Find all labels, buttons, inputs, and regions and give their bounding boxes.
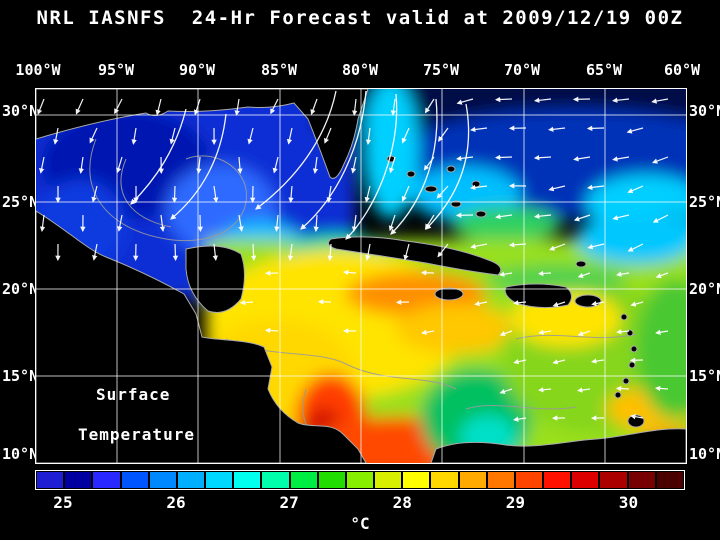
colorbar-segment xyxy=(93,472,120,488)
lat-label: 10°N xyxy=(2,445,39,463)
colorbar-ticks: 25 26 27 28 29 30 xyxy=(35,493,685,512)
colorbar-segments xyxy=(37,472,683,488)
wind-vector-arrows xyxy=(37,96,669,422)
lat-label: 15°N xyxy=(2,367,39,385)
colorbar-segment xyxy=(431,472,458,488)
surface-label-line2: Temperature xyxy=(78,425,195,444)
lat-label: 20°N xyxy=(689,280,720,298)
colorbar-segment xyxy=(628,472,655,488)
colorbar-segment xyxy=(290,472,317,488)
colorbar-segment xyxy=(459,472,486,488)
colorbar-segment xyxy=(37,472,64,488)
yucatan-land xyxy=(185,245,245,313)
cuba-land xyxy=(327,236,502,276)
colorbar-segment xyxy=(177,472,205,488)
lat-label: 20°N xyxy=(2,280,39,298)
lon-label: 95°W xyxy=(97,61,135,79)
lon-label: 75°W xyxy=(422,61,460,79)
lon-label: 60°W xyxy=(663,61,701,79)
south-america-land xyxy=(430,428,686,463)
colorbar-segment xyxy=(544,472,571,488)
lat-label: 25°N xyxy=(2,193,39,211)
colorbar-segment xyxy=(572,472,599,488)
colorbar-tick: 29 xyxy=(505,493,525,512)
colorbar-segment xyxy=(375,472,402,488)
lat-label: 10°N xyxy=(689,445,720,463)
colorbar-segment xyxy=(600,472,627,488)
lat-label: 15°N xyxy=(689,367,720,385)
lon-label: 70°W xyxy=(503,61,541,79)
colorbar-segment xyxy=(346,472,374,488)
colorbar-segment xyxy=(262,472,289,488)
jamaica-land xyxy=(434,287,464,301)
hispaniola-land xyxy=(504,283,572,309)
lon-label: 100°W xyxy=(15,61,61,79)
colorbar-tick: 25 xyxy=(53,493,73,512)
lat-label: 30°N xyxy=(2,102,39,120)
longitude-axis: 100°W 95°W 90°W 85°W 80°W 75°W 70°W 65°W… xyxy=(0,61,720,79)
colorbar xyxy=(35,470,685,490)
bahamas-islands xyxy=(386,155,587,268)
surface-label-line1: Surface xyxy=(96,385,171,404)
sst-map-plot: Surface Temperature xyxy=(35,88,687,464)
lon-label: 85°W xyxy=(260,61,298,79)
colorbar-segment xyxy=(515,472,543,488)
lat-label: 25°N xyxy=(689,193,720,211)
colorbar-segment xyxy=(149,472,176,488)
colorbar-segment xyxy=(206,472,233,488)
sst-map-svg xyxy=(36,89,686,463)
colorbar-tick: 30 xyxy=(618,493,639,512)
colorbar-tick: 28 xyxy=(392,493,412,512)
lon-label: 65°W xyxy=(585,61,623,79)
colorbar-segment xyxy=(65,472,92,488)
lon-label: 90°W xyxy=(178,61,216,79)
puerto-rico-land xyxy=(574,294,602,308)
central-america-land xyxy=(36,210,367,463)
lat-label: 30°N xyxy=(689,102,720,120)
colorbar-segment xyxy=(318,472,345,488)
colorbar-segment xyxy=(234,472,261,488)
colorbar-tick: 27 xyxy=(279,493,299,512)
grid-lines xyxy=(36,89,686,463)
colorbar-unit-label: °C xyxy=(350,514,370,533)
colorbar-segment xyxy=(487,472,514,488)
lon-label: 80°W xyxy=(341,61,379,79)
colorbar-tick: 26 xyxy=(166,493,186,512)
page-title: NRL IASNFS 24-Hr Forecast valid at 2009/… xyxy=(36,7,684,29)
wind-streamlines xyxy=(130,90,470,240)
colorbar-segment xyxy=(656,472,683,488)
colorbar-segment xyxy=(121,472,148,488)
colorbar-segment xyxy=(403,472,430,488)
